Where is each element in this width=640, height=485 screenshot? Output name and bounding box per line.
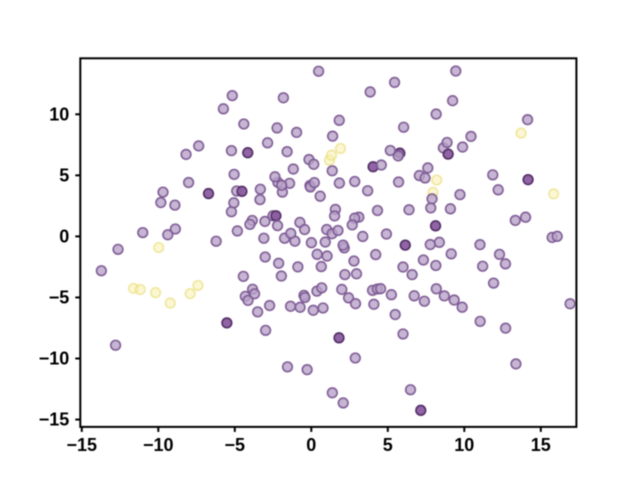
svg-text:−15: −15 [67,435,98,455]
svg-text:10: 10 [454,435,474,455]
svg-text:5: 5 [59,165,69,185]
svg-text:0: 0 [59,226,69,246]
svg-text:5: 5 [383,435,393,455]
svg-text:−15: −15 [39,410,70,430]
svg-text:−10: −10 [143,435,174,455]
svg-text:−5: −5 [225,435,246,455]
svg-text:−10: −10 [39,349,70,369]
svg-text:−5: −5 [49,287,70,307]
svg-text:0: 0 [306,435,316,455]
svg-text:10: 10 [49,104,69,124]
svg-text:15: 15 [531,435,551,455]
